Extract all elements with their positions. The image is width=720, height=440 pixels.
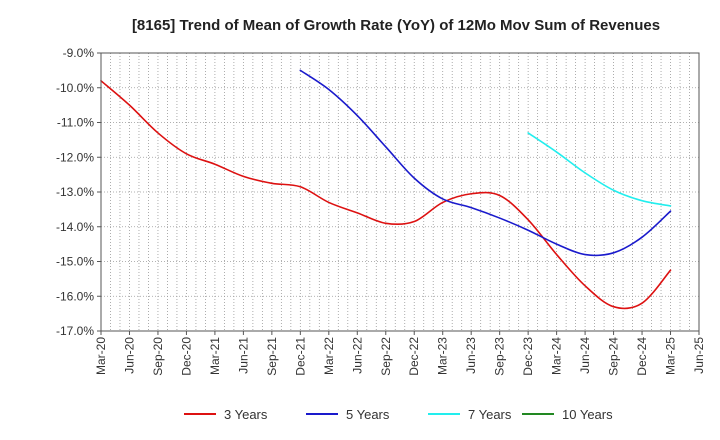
x-tick-label: Sep-21	[265, 337, 279, 376]
legend-label-10-years: 10 Years	[562, 407, 613, 422]
x-tick-label: Jun-21	[236, 337, 250, 374]
x-tick-label: Dec-23	[521, 337, 535, 376]
y-tick-label: -16.0%	[56, 289, 94, 303]
y-tick-label: -10.0%	[56, 81, 94, 95]
y-tick-label: -9.0%	[63, 46, 95, 60]
y-tick-label: -12.0%	[56, 150, 94, 164]
x-tick-label: Sep-20	[151, 337, 165, 376]
legend: 3 Years 5 Years 7 Years 10 Years	[184, 407, 613, 422]
legend-label-7-years: 7 Years	[468, 407, 512, 422]
series-line-5-years	[299, 69, 672, 257]
series-line-7-years	[527, 132, 672, 207]
x-tick-label: Mar-23	[436, 337, 450, 375]
x-tick-label: Dec-22	[407, 337, 421, 376]
y-tick-label: -13.0%	[56, 185, 94, 199]
x-tick-label: Jun-23	[464, 337, 478, 374]
x-tick-label: Mar-22	[322, 337, 336, 375]
x-tick-label: Jun-25	[692, 337, 706, 374]
grid-lines	[101, 53, 699, 331]
y-tick-label: -11.0%	[57, 116, 94, 130]
y-axis: -9.0% -10.0% -11.0% -12.0% -13.0% -14.0% -15.0…	[56, 46, 101, 338]
x-axis: Mar-20 Jun-20 Sep-20 Dec-20 Mar-21 Jun-21 Sep-…	[94, 331, 706, 376]
x-tick-label: Dec-24	[635, 337, 649, 376]
x-tick-label: Sep-24	[607, 337, 621, 376]
y-tick-label: -15.0%	[56, 255, 94, 269]
y-tick-label: -14.0%	[56, 220, 94, 234]
x-tick-label: Mar-24	[550, 337, 564, 375]
legend-label-3-years: 3 Years	[224, 407, 268, 422]
plot-area	[101, 53, 699, 331]
series-lines	[100, 69, 672, 310]
y-tick-label: -17.0%	[56, 324, 94, 338]
x-tick-label: Mar-25	[664, 337, 678, 375]
legend-label-5-years: 5 Years	[346, 407, 390, 422]
x-tick-label: Dec-21	[293, 337, 307, 376]
series-line-3-years	[100, 80, 672, 310]
x-tick-label: Sep-23	[493, 337, 507, 376]
x-tick-label: Dec-20	[179, 337, 193, 376]
x-tick-label: Sep-22	[379, 337, 393, 376]
x-tick-label: Jun-24	[578, 337, 592, 374]
x-tick-label: Mar-20	[94, 337, 108, 375]
x-tick-label: Jun-22	[350, 337, 364, 374]
chart-title: [8165] Trend of Mean of Growth Rate (YoY…	[132, 17, 660, 34]
x-tick-label: Mar-21	[208, 337, 222, 375]
x-tick-label: Jun-20	[122, 337, 136, 374]
